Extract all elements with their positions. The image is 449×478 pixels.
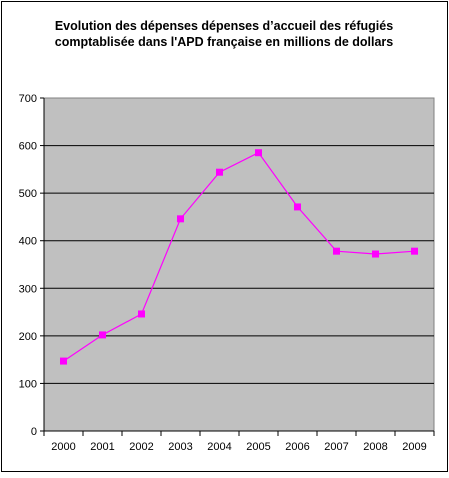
x-tick-label-2009: 2009 [402, 441, 426, 453]
y-tick-label-200: 200 [19, 331, 37, 343]
x-tick-label-2005: 2005 [246, 441, 270, 453]
data-point-2003 [177, 215, 184, 223]
y-tick-label-500: 500 [19, 188, 37, 200]
x-tick-label-2002: 2002 [129, 441, 153, 453]
y-tick-label-400: 400 [19, 236, 37, 248]
data-point-2008 [372, 250, 379, 258]
data-point-2007 [333, 247, 340, 255]
axes: 0 100 200 300 400 500 600 700 2000 2001 2002 2003 20… [19, 93, 435, 453]
x-tick-label-2006: 2006 [285, 441, 309, 453]
data-point-2009 [411, 247, 418, 255]
x-tick-label-2000: 2000 [51, 441, 75, 453]
data-point-2005 [255, 149, 262, 157]
y-tick-label-0: 0 [31, 426, 37, 438]
x-tick-label-2003: 2003 [168, 441, 192, 453]
x-tick-label-2001: 2001 [90, 441, 114, 453]
data-point-2006 [294, 203, 301, 211]
data-point-2004 [216, 168, 223, 176]
series [60, 149, 418, 365]
chart-title-line-2: comptablisée dans l'APD française en mil… [55, 35, 394, 49]
y-tick-label-700: 700 [19, 93, 37, 105]
y-tick-label-600: 600 [19, 141, 37, 153]
chart-title-line-1: Evolution des dépenses dépenses d’accuei… [55, 19, 393, 33]
x-tick-label-2007: 2007 [324, 441, 348, 453]
grid-lines [44, 145, 434, 384]
data-point-2000 [60, 357, 67, 365]
data-point-2001 [99, 331, 106, 339]
series-line-0 [63, 151, 415, 362]
x-tick-label-2008: 2008 [363, 441, 387, 453]
plot-area [43, 97, 435, 432]
y-tick-label-100: 100 [19, 378, 37, 390]
x-tick-label-2004: 2004 [207, 441, 231, 453]
data-point-2002 [138, 310, 145, 318]
y-tick-label-300: 300 [19, 283, 37, 295]
